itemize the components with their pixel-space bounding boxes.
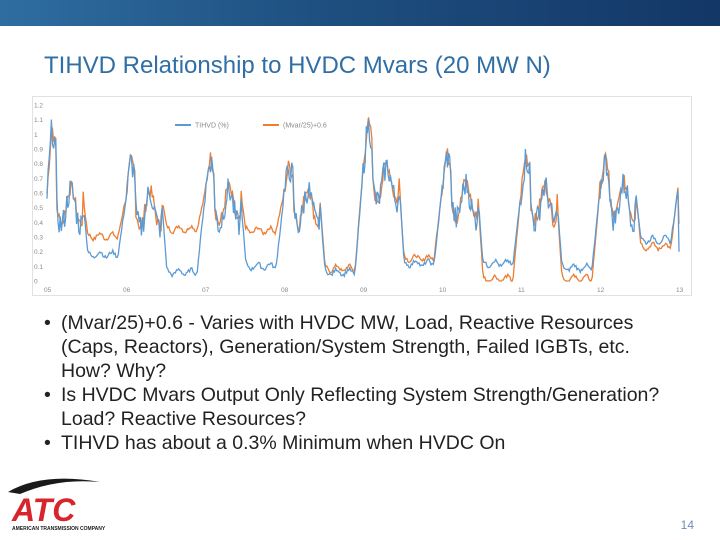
x-axis-ticks: 05 06 07 08 09 10 11 12 13	[44, 287, 684, 294]
chart-legend: TIHVD (%) (Mvar/25)+0.6	[175, 123, 327, 130]
y-axis-ticks: 0 0.1 0.2 0.3 0.4 0.5 0.6 0.7 0.8 0.9 1 1.1 1.2	[34, 103, 43, 286]
bullet-dot: •	[44, 312, 51, 334]
bullet-item: • (Mvar/25)+0.6 - Varies with HVDC MW, Lo…	[44, 311, 684, 383]
y-tick-label: 0	[34, 279, 38, 286]
atc-logo: ATC AMERICAN TRANSMISSION COMPANY	[8, 478, 106, 532]
page-number: 14	[680, 518, 694, 532]
logo-swoosh	[8, 478, 100, 494]
x-tick-label: 12	[597, 287, 605, 294]
top-banner	[0, 0, 720, 26]
legend-label: (Mvar/25)+0.6	[283, 123, 327, 130]
legend-label: TIHVD (%)	[195, 123, 229, 130]
y-tick-label: 0.8	[34, 161, 43, 168]
y-tick-label: 0.2	[34, 249, 43, 256]
y-tick-label: 0.9	[34, 147, 43, 154]
x-tick-label: 09	[360, 287, 368, 294]
bullet-dot: •	[44, 384, 51, 406]
bullet-text: (Mvar/25)+0.6 - Varies with HVDC MW, Loa…	[61, 312, 634, 382]
x-tick-label: 11	[518, 287, 525, 294]
y-tick-label: 1.1	[34, 117, 43, 124]
y-tick-label: 0.5	[34, 205, 43, 212]
logo-wordmark: ATC	[11, 492, 76, 528]
line-chart: 0 0.1 0.2 0.3 0.4 0.5 0.6 0.7 0.8 0.9 1 1.1 1.2 05 06…	[34, 103, 684, 295]
x-tick-label: 13	[676, 287, 684, 294]
x-tick-label: 10	[439, 287, 447, 294]
x-tick-label: 06	[123, 287, 131, 294]
series-line-tihvd	[46, 118, 680, 279]
y-tick-label: 1	[34, 132, 38, 139]
y-tick-label: 1.2	[34, 103, 43, 110]
chart-series	[46, 117, 680, 282]
y-tick-label: 0.6	[34, 191, 43, 198]
y-tick-label: 0.3	[34, 235, 43, 242]
bullet-item: • Is HVDC Mvars Output Only Reflecting Sy…	[44, 383, 684, 431]
x-tick-label: 05	[44, 287, 52, 294]
y-tick-label: 0.7	[34, 176, 43, 183]
slide-title: TIHVD Relationship to HVDC Mvars (20 MW …	[44, 52, 551, 79]
bullet-item: • TIHVD has about a 0.3% Minimum when HVD…	[44, 431, 684, 455]
bullet-text: Is HVDC Mvars Output Only Reflecting Sys…	[61, 384, 660, 430]
bullet-dot: •	[44, 432, 51, 454]
bullet-list: • (Mvar/25)+0.6 - Varies with HVDC MW, Lo…	[44, 311, 684, 455]
chart-panel: 0 0.1 0.2 0.3 0.4 0.5 0.6 0.7 0.8 0.9 1 1.1 1.2 05 06…	[32, 96, 692, 296]
y-tick-label: 0.4	[34, 220, 43, 227]
bullet-text: TIHVD has about a 0.3% Minimum when HVDC…	[61, 432, 506, 454]
series-line-mvar	[46, 117, 680, 282]
x-tick-label: 07	[202, 287, 210, 294]
y-tick-label: 0.1	[34, 264, 43, 271]
logo-tagline: AMERICAN TRANSMISSION COMPANY	[12, 526, 106, 532]
x-tick-label: 08	[281, 287, 289, 294]
